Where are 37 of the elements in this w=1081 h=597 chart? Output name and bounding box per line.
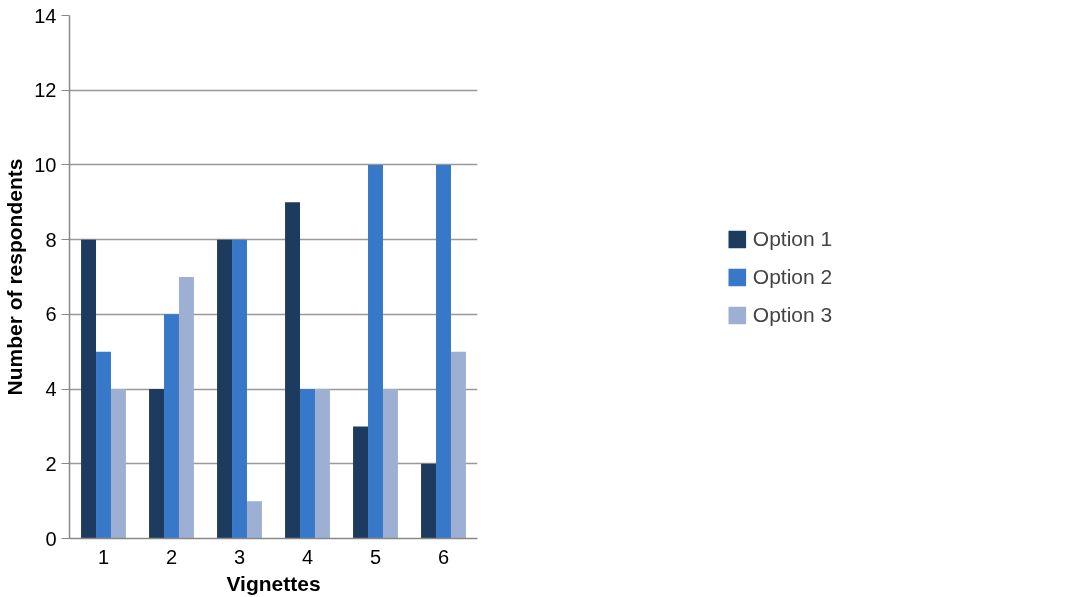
- bar: [300, 389, 315, 539]
- bar: [436, 164, 451, 539]
- bar: [81, 239, 97, 539]
- legend-label: Option 3: [752, 302, 833, 327]
- x-tick-label: 6: [437, 545, 450, 568]
- bar: [96, 351, 111, 539]
- bar: [178, 277, 194, 539]
- y-tick-label: 6: [45, 303, 57, 326]
- y-tick-label: 0: [45, 527, 57, 550]
- y-tick-label: 8: [45, 228, 57, 251]
- x-tick-label: 1: [97, 545, 110, 568]
- y-axis-title: Number of respondents: [3, 158, 27, 396]
- bar: [232, 239, 247, 539]
- y-tick-label: 12: [34, 79, 57, 102]
- bar: [217, 239, 233, 539]
- bar: [368, 164, 383, 539]
- legend-label: Option 1: [752, 226, 833, 251]
- y-tick-label: 14: [34, 4, 57, 27]
- bar: [164, 314, 179, 539]
- bar: [450, 351, 466, 539]
- y-tick-label: 4: [45, 378, 57, 401]
- bar: [110, 389, 126, 539]
- legend-label: Option 2: [752, 264, 833, 289]
- x-tick-label: 4: [301, 545, 314, 568]
- y-tick-label: 2: [45, 452, 57, 475]
- x-axis-title: Vignettes: [226, 571, 321, 595]
- x-tick-label: 2: [165, 545, 178, 568]
- x-tick-label: 3: [233, 545, 246, 568]
- y-tick-label: 10: [34, 153, 57, 176]
- bar: [246, 501, 262, 539]
- bar: [149, 389, 165, 539]
- bar: [421, 463, 437, 539]
- bar: [353, 426, 369, 539]
- x-tick-label: 5: [369, 545, 382, 568]
- bar: [285, 202, 301, 539]
- bar: [382, 389, 398, 539]
- bar: [314, 389, 330, 539]
